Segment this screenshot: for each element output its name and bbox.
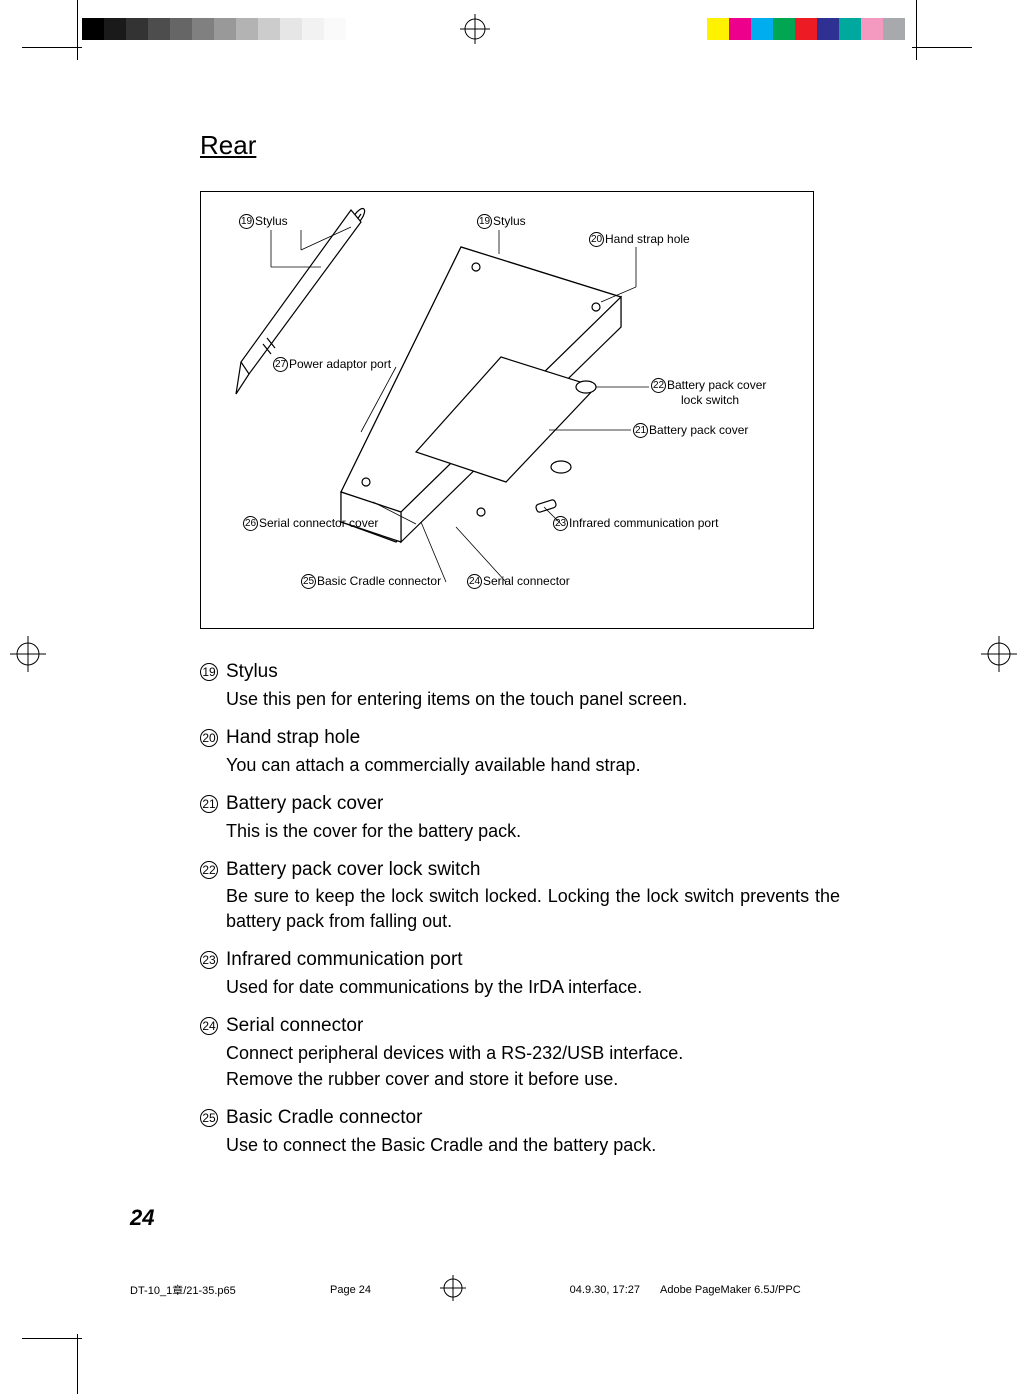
footer-app: Adobe PageMaker 6.5J/PPC xyxy=(660,1284,900,1296)
callout-serial-cover: 26Serial connector cover xyxy=(243,516,378,531)
item-desc: This is the cover for the battery pack. xyxy=(226,819,840,843)
swatch xyxy=(324,18,346,40)
grayscale-swatches xyxy=(82,18,368,40)
printer-marks-top xyxy=(0,18,1027,48)
item-title: Stylus xyxy=(226,659,840,685)
registration-mark-top xyxy=(460,14,490,44)
footer-datetime: 04.9.30, 17:27 xyxy=(480,1284,660,1296)
description-item: 19 StylusUse this pen for entering items … xyxy=(200,659,840,711)
device-illustration xyxy=(201,192,815,630)
crop-mark xyxy=(77,0,78,60)
callout-stylus-1: 19Stylus xyxy=(239,214,288,229)
item-number: 20 xyxy=(200,729,218,747)
item-title: Basic Cradle connector xyxy=(226,1105,840,1131)
callout-infrared: 23Infrared communication port xyxy=(553,516,718,531)
rear-diagram: 19Stylus 19Stylus 20Hand strap hole 27Po… xyxy=(200,191,814,629)
swatch xyxy=(729,18,751,40)
item-desc: Be sure to keep the lock switch locked. … xyxy=(226,884,840,933)
swatch xyxy=(104,18,126,40)
item-number: 25 xyxy=(200,1109,218,1127)
item-title: Infrared communication port xyxy=(226,947,840,973)
swatch xyxy=(214,18,236,40)
description-item: 20 Hand strap holeYou can attach a commer… xyxy=(200,725,840,777)
item-title: Battery pack cover xyxy=(226,791,840,817)
swatch xyxy=(280,18,302,40)
callout-battery-cover: 21Battery pack cover xyxy=(633,423,748,438)
description-item: 24 Serial connectorConnect peripheral dev… xyxy=(200,1013,840,1091)
description-item: 23 Infrared communication portUsed for da… xyxy=(200,947,840,999)
footer: DT-10_1章/21-35.p65 Page 24 04.9.30, 17:2… xyxy=(130,1275,900,1304)
item-number: 22 xyxy=(200,861,218,879)
callout-power-adaptor: 27Power adaptor port xyxy=(273,357,391,372)
registration-mark-right xyxy=(981,636,1017,677)
crop-mark xyxy=(22,47,82,48)
swatch xyxy=(258,18,280,40)
item-desc: You can attach a commercially available … xyxy=(226,753,840,777)
swatch xyxy=(302,18,324,40)
item-title: Serial connector xyxy=(226,1013,840,1039)
description-item: 22 Battery pack cover lock switchBe sure … xyxy=(200,857,840,933)
callout-stylus-2: 19Stylus xyxy=(477,214,526,229)
swatch xyxy=(126,18,148,40)
swatch xyxy=(883,18,905,40)
item-number: 24 xyxy=(200,1017,218,1035)
swatch xyxy=(839,18,861,40)
item-title: Battery pack cover lock switch xyxy=(226,857,840,883)
swatch xyxy=(192,18,214,40)
registration-mark-left xyxy=(10,636,46,677)
swatch xyxy=(170,18,192,40)
item-desc: Remove the rubber cover and store it bef… xyxy=(226,1067,840,1091)
item-number: 19 xyxy=(200,663,218,681)
crop-mark xyxy=(22,1338,82,1339)
swatch xyxy=(817,18,839,40)
swatch xyxy=(795,18,817,40)
footer-filename: DT-10_1章/21-35.p65 xyxy=(130,1282,330,1298)
description-item: 21 Battery pack coverThis is the cover fo… xyxy=(200,791,840,843)
item-desc: Used for date communications by the IrDA… xyxy=(226,975,840,999)
descriptions-list: 19 StylusUse this pen for entering items … xyxy=(200,659,840,1157)
description-item: 25 Basic Cradle connectorUse to connect t… xyxy=(200,1105,840,1157)
swatch xyxy=(82,18,104,40)
item-desc: Use this pen for entering items on the t… xyxy=(226,687,840,711)
item-desc: Connect peripheral devices with a RS-232… xyxy=(226,1041,840,1065)
swatch xyxy=(861,18,883,40)
page-number: 24 xyxy=(130,1205,154,1231)
callout-lock-switch: 22Battery pack coverlock switch xyxy=(651,378,766,407)
callout-hand-strap: 20Hand strap hole xyxy=(589,232,690,247)
page-content: Rear xyxy=(200,130,840,1171)
swatch xyxy=(346,18,368,40)
swatch xyxy=(707,18,729,40)
crop-mark xyxy=(77,1334,78,1394)
registration-mark-footer xyxy=(440,1275,480,1304)
item-title: Hand strap hole xyxy=(226,725,840,751)
item-number: 23 xyxy=(200,951,218,969)
footer-page: Page 24 xyxy=(330,1284,440,1296)
crop-mark xyxy=(916,0,917,60)
section-heading: Rear xyxy=(200,130,840,161)
color-swatches xyxy=(707,18,927,40)
item-desc: Use to connect the Basic Cradle and the … xyxy=(226,1133,840,1157)
swatch xyxy=(148,18,170,40)
callout-serial-connector: 24Serial connector xyxy=(467,574,570,589)
swatch xyxy=(773,18,795,40)
swatch xyxy=(751,18,773,40)
swatch xyxy=(236,18,258,40)
callout-cradle: 25Basic Cradle connector xyxy=(301,574,441,589)
item-number: 21 xyxy=(200,795,218,813)
crop-mark xyxy=(912,47,972,48)
